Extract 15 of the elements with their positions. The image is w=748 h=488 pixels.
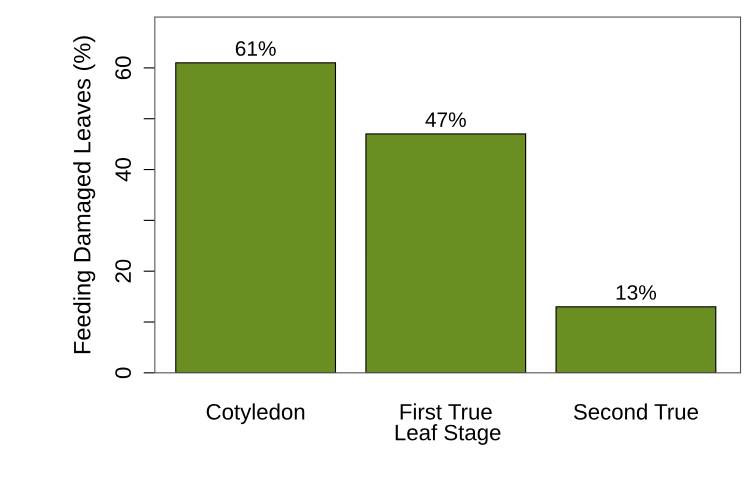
x-tick-label: First True	[400, 403, 492, 420]
bar	[556, 306, 716, 373]
bar	[175, 62, 336, 373]
x-axis-title: Leaf Stage	[396, 424, 500, 445]
y-tick-label: 40	[115, 158, 131, 182]
y-tick-label: 20	[115, 260, 131, 282]
x-tick-label: Second True	[574, 403, 698, 420]
y-tick-label: 0	[115, 368, 131, 378]
data-label: 61%	[236, 41, 276, 56]
y-tick-label: 60	[115, 56, 131, 80]
bar	[365, 133, 526, 373]
y-axis-title: Feeding Damaged Leaves (%)	[73, 36, 96, 354]
x-tick-label: Cotyledon	[206, 403, 304, 424]
data-label: 47%	[425, 112, 466, 127]
data-label: 13%	[616, 285, 656, 300]
